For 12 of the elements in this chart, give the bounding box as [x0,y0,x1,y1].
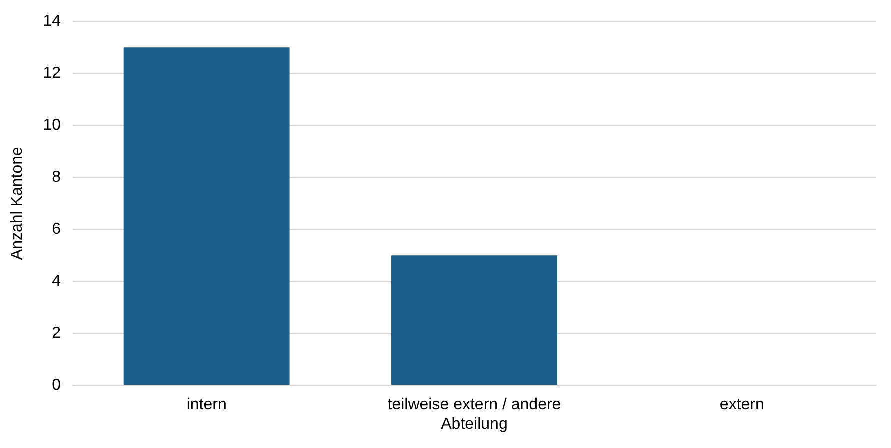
y-axis-title: Anzahl Kantone [9,147,26,260]
x-tick-label: teilweise extern / andere Abteilung [388,396,562,433]
x-tick-label: extern [720,396,764,414]
y-tick-label: 14 [43,13,62,30]
y-tick-label: 4 [52,273,62,290]
y-tick-label: 10 [43,117,62,134]
y-tick-label: 6 [52,221,62,238]
y-tick-label: 2 [52,325,62,342]
y-tick-label: 12 [43,65,62,82]
y-tick-label: 8 [52,169,62,186]
x-tick-label: intern [186,396,227,414]
y-tick-label: 0 [52,377,62,394]
